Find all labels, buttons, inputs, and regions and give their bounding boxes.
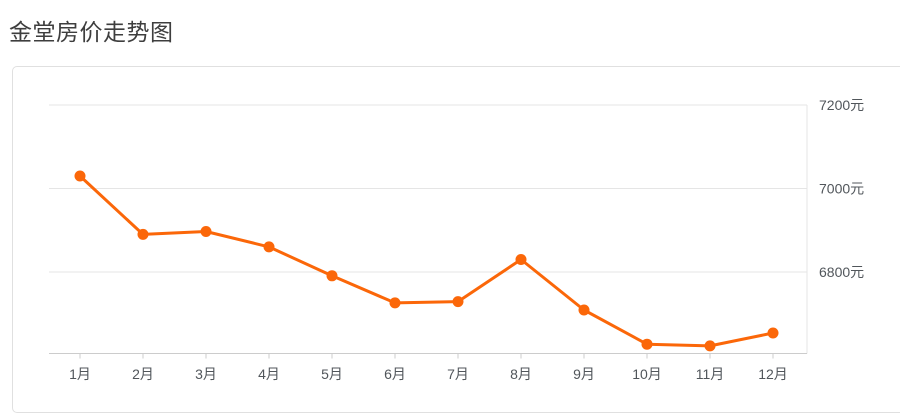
x-axis-label: 5月	[321, 366, 343, 382]
x-axis-label: 9月	[573, 366, 595, 382]
data-point	[767, 327, 779, 339]
x-axis-label: 8月	[510, 366, 532, 382]
chart-card	[12, 66, 900, 413]
x-axis-label: 1月	[69, 366, 91, 382]
y-axis-label: 6800元	[819, 264, 864, 280]
data-point	[515, 254, 527, 265]
x-axis-label: 12月	[758, 366, 788, 382]
page-title: 金堂房价走势图	[9, 19, 174, 45]
x-axis-label: 4月	[258, 366, 280, 382]
x-axis-label: 7月	[447, 366, 469, 382]
data-point	[452, 296, 464, 308]
x-axis-label: 10月	[632, 366, 662, 382]
data-point	[74, 170, 86, 182]
data-point	[263, 241, 275, 253]
x-axis-label: 6月	[384, 366, 406, 382]
data-point	[389, 297, 401, 309]
data-point	[137, 228, 149, 240]
price-line	[78, 174, 775, 348]
data-point	[704, 340, 716, 352]
x-axis-label: 2月	[132, 366, 154, 382]
data-point	[578, 304, 590, 316]
y-axis-label: 7200元	[819, 97, 864, 113]
data-point	[326, 270, 338, 282]
y-axis-label: 7000元	[819, 181, 864, 197]
data-point	[200, 226, 212, 237]
x-axis-label: 3月	[195, 366, 217, 382]
data-point	[641, 338, 653, 350]
x-axis-label: 11月	[696, 366, 725, 382]
